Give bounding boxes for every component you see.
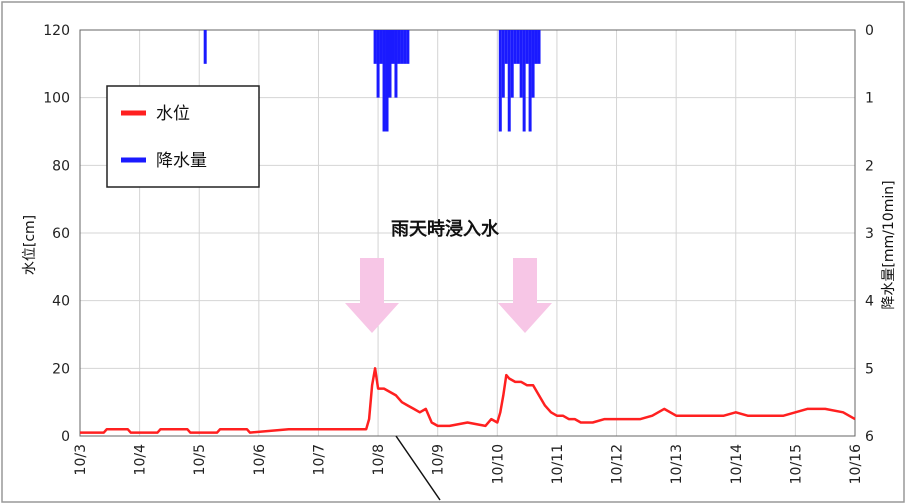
y2-tick-label: 4 bbox=[865, 294, 874, 310]
y-tick-label: 100 bbox=[43, 91, 70, 107]
rainfall-series bbox=[203, 30, 541, 132]
x-tick-label: 10/7 bbox=[311, 444, 327, 475]
x-tick-label: 10/15 bbox=[788, 444, 804, 484]
y-axis-ticks: 0 20 40 60 80 100 120 bbox=[43, 23, 70, 445]
y-tick-label: 120 bbox=[43, 23, 70, 39]
legend-box bbox=[106, 85, 260, 188]
y2-axis-ticks: 0 1 2 3 4 5 6 bbox=[865, 23, 874, 445]
water-level-series bbox=[80, 367, 856, 434]
y-tick-label: 40 bbox=[52, 294, 70, 310]
y2-tick-label: 5 bbox=[865, 361, 874, 377]
water-level-line bbox=[80, 367, 856, 434]
y-tick-label: 20 bbox=[52, 361, 70, 377]
down-arrow-icon bbox=[345, 258, 399, 333]
x-tick-label: 10/5 bbox=[192, 444, 208, 475]
x-tick-label: 10/12 bbox=[610, 444, 626, 484]
down-arrow-icon bbox=[498, 258, 552, 333]
x-axis-ticks: 10/3 10/4 10/5 10/6 10/7 10/8 10/9 10/10 10/11 10… bbox=[73, 444, 864, 484]
x-tick-label: 10/11 bbox=[550, 444, 566, 484]
x-tick-label: 10/3 bbox=[73, 444, 89, 475]
x-tick-label: 10/13 bbox=[669, 444, 685, 484]
y-tick-label: 0 bbox=[61, 429, 70, 445]
y2-tick-label: 0 bbox=[865, 23, 874, 39]
x-tick-label: 10/16 bbox=[848, 444, 864, 484]
x-tick-label: 10/6 bbox=[252, 444, 268, 476]
y2-axis-title: 降水量[mm/10min] bbox=[881, 180, 897, 309]
y2-tick-label: 2 bbox=[865, 158, 874, 174]
y-tick-label: 60 bbox=[52, 226, 70, 242]
callout-leader-line bbox=[395, 435, 441, 501]
legend-label-water-level: 水位 bbox=[156, 104, 190, 124]
x-tick-label: 10/10 bbox=[490, 444, 506, 484]
x-tick-label: 10/9 bbox=[431, 444, 447, 475]
annotation-label: 雨天時浸入水 bbox=[391, 218, 500, 240]
legend-label-rainfall: 降水量 bbox=[156, 151, 207, 171]
x-tick-label: 10/8 bbox=[371, 444, 387, 475]
y-tick-label: 80 bbox=[52, 158, 70, 174]
plot-area-border bbox=[79, 29, 856, 437]
x-tick-label: 10/14 bbox=[729, 444, 745, 484]
y-axis-title: 水位[cm] bbox=[22, 215, 38, 275]
annotation-arrows bbox=[345, 258, 552, 333]
legend: 水位 降水量 bbox=[106, 85, 260, 188]
x-tick-label: 10/4 bbox=[133, 444, 149, 476]
y2-tick-label: 6 bbox=[865, 429, 874, 445]
y2-tick-label: 3 bbox=[865, 226, 874, 242]
y2-tick-label: 1 bbox=[865, 91, 874, 107]
